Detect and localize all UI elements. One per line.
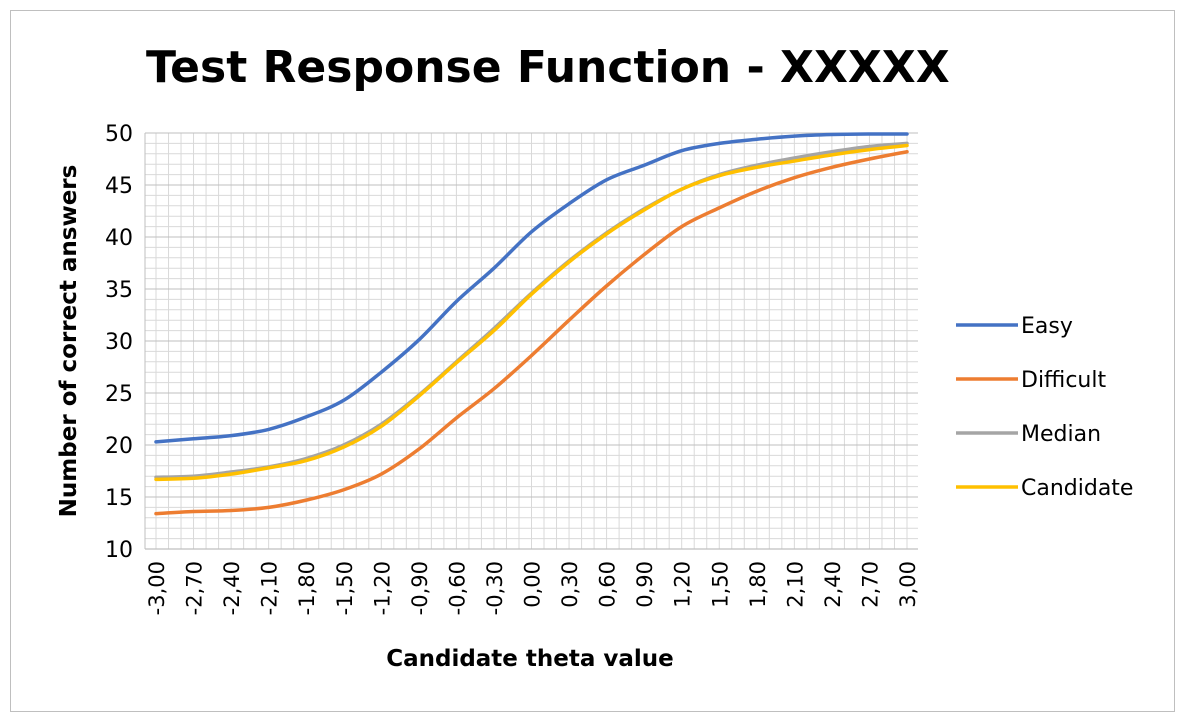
x-tick-label: -1,50 bbox=[333, 561, 357, 615]
series-line-easy bbox=[154, 132, 909, 444]
y-axis-title: Number of correct answers bbox=[56, 165, 82, 518]
y-tick-label: 15 bbox=[105, 486, 133, 511]
x-tick-label: 0,30 bbox=[558, 561, 582, 608]
series-line-difficult bbox=[154, 149, 909, 516]
x-tick-label: -2,10 bbox=[258, 561, 282, 615]
x-tick-label: 1,80 bbox=[746, 561, 770, 608]
x-tick-label: -2,70 bbox=[183, 561, 207, 615]
y-tick-label: 45 bbox=[105, 174, 133, 199]
series-line-candidate bbox=[154, 143, 909, 482]
x-axis-ticks: -3,00 -2,70 -2,40 -2,10 -1,80 -1,50 -1,20 -0,90… bbox=[145, 561, 920, 615]
chart-title: Test Response Function - XXXXX bbox=[146, 42, 950, 93]
y-tick-label: 40 bbox=[105, 226, 133, 251]
legend-item-candidate: Candidate bbox=[956, 476, 1133, 501]
x-tick-label: 0,00 bbox=[521, 561, 545, 608]
y-tick-label: 10 bbox=[105, 538, 133, 563]
y-tick-label: 25 bbox=[105, 382, 133, 407]
y-tick-label: 20 bbox=[105, 434, 133, 459]
x-tick-label: -3,00 bbox=[145, 561, 169, 615]
legend-label: Difficult bbox=[1021, 368, 1106, 393]
legend-item-median: Median bbox=[956, 422, 1101, 447]
x-tick-label: 1,20 bbox=[671, 561, 695, 608]
plot-gridlines bbox=[144, 132, 918, 550]
x-tick-label: -0,30 bbox=[483, 561, 507, 615]
x-tick-label: 2,10 bbox=[783, 561, 807, 608]
x-tick-label: -1,20 bbox=[370, 561, 394, 615]
legend: Easy Difficult Median Candidate bbox=[956, 314, 1133, 501]
x-tick-label: 0,90 bbox=[633, 561, 657, 608]
x-tick-label: -1,80 bbox=[295, 561, 319, 615]
x-tick-label: 1,50 bbox=[708, 561, 732, 608]
x-tick-label: 0,60 bbox=[596, 561, 620, 608]
x-tick-label: -0,60 bbox=[445, 561, 469, 615]
x-tick-label: -0,90 bbox=[408, 561, 432, 615]
x-tick-label: 2,70 bbox=[858, 561, 882, 608]
x-axis-title: Candidate theta value bbox=[386, 646, 674, 672]
legend-item-easy: Easy bbox=[956, 314, 1073, 339]
legend-item-difficult: Difficult bbox=[956, 368, 1106, 393]
legend-label: Candidate bbox=[1021, 476, 1133, 501]
y-tick-label: 35 bbox=[105, 278, 133, 303]
legend-label: Median bbox=[1021, 422, 1101, 447]
legend-label: Easy bbox=[1021, 314, 1073, 339]
series-lines bbox=[154, 132, 909, 516]
x-tick-label: 2,40 bbox=[821, 561, 845, 608]
y-axis-ticks: 10 15 20 25 30 35 40 45 50 bbox=[105, 122, 133, 563]
x-tick-label: -2,40 bbox=[220, 561, 244, 615]
chart-frame bbox=[10, 10, 1175, 712]
y-tick-label: 30 bbox=[105, 330, 133, 355]
x-tick-label: 3,00 bbox=[896, 561, 920, 608]
y-tick-label: 50 bbox=[105, 122, 133, 147]
